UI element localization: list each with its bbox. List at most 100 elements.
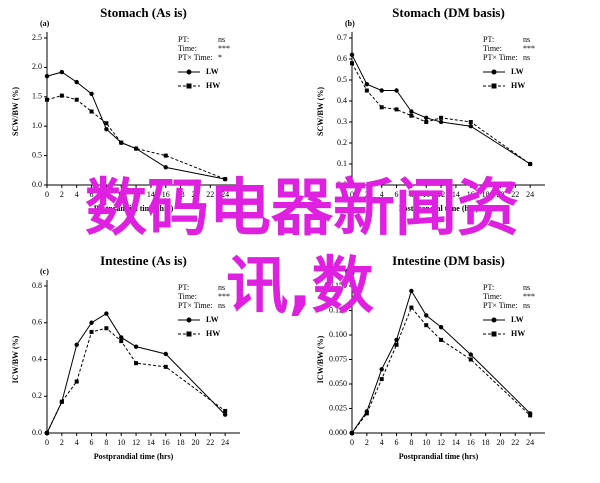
point [349,52,355,57]
x-tick-label: 4 [380,438,384,447]
stat-value: *** [218,44,230,53]
point [89,109,94,114]
stat-value: ns [523,35,530,44]
y-tick-label: 0.1 [337,159,347,168]
x-tick-label: 24 [221,190,229,199]
point [394,107,399,112]
x-tick-label: 24 [526,190,534,199]
point [424,313,429,318]
x-tick-label: 16 [162,190,170,199]
x-tick-label: 22 [511,438,519,447]
y-axis-label: ICW/BW (%) [316,335,325,383]
y-tick-label: 2.0 [32,62,42,71]
x-axis-label: Postprandial time (hrs) [94,452,174,461]
x-tick-label: 10 [117,190,125,199]
x-tick-label: 12 [437,438,445,447]
legend-marker [186,83,192,89]
panel-label: (d) [345,267,355,276]
x-tick-label: 24 [221,438,229,447]
x-tick-label: 14 [147,438,155,447]
panel-label: (c) [40,267,49,276]
stat-value: *** [218,292,230,301]
point [74,79,79,85]
x-axis-label: Postprandial time (hrs) [94,204,174,213]
stat-value: ns [523,53,530,62]
series-line [46,327,226,434]
y-tick-label: 0.075 [329,354,347,363]
y-tick-label: 0.150 [329,281,347,290]
point [59,399,64,404]
point [409,288,414,294]
legend-label: HW [511,81,525,90]
x-tick-label: 8 [104,438,108,447]
point [163,153,168,158]
x-tick-label: 16 [467,438,475,447]
point [424,120,429,124]
x-tick-label: 2 [60,190,64,199]
x-tick-label: 14 [452,438,460,447]
point [74,342,79,347]
point [394,342,399,347]
x-tick-label: 4 [75,190,79,199]
y-tick-label: 0.4 [32,354,42,363]
stat-label: Time: [178,44,197,53]
point [364,411,369,416]
x-tick-label: 20 [496,438,504,447]
x-tick-label: 22 [206,438,214,447]
point [119,335,124,340]
x-tick-label: 22 [206,190,214,199]
x-tick-label: 2 [365,438,369,447]
y-tick-label: 0.2 [337,138,347,147]
x-tick-label: 8 [409,190,413,199]
x-tick-label: 8 [409,438,413,447]
x-tick-label: 22 [511,190,519,199]
point [45,431,49,435]
legend-marker [186,69,192,75]
point [119,140,124,145]
series-line [351,54,531,165]
point [379,377,384,382]
x-tick-label: 18 [177,438,185,447]
point [468,357,473,362]
x-tick-label: 14 [452,190,460,199]
x-tick-label: 20 [191,438,199,447]
x-tick-label: 6 [90,438,94,447]
point [468,124,473,129]
point [364,88,369,93]
x-tick-label: 6 [395,190,399,199]
point [394,88,399,93]
point [468,120,473,124]
stat-label: PT: [483,283,494,292]
legend-label: HW [511,329,525,338]
x-tick-label: 0 [45,438,49,447]
y-tick-label: 0.125 [329,305,347,314]
stat-value: *** [523,44,535,53]
x-tick-label: 10 [422,438,430,447]
point [104,121,109,126]
point [364,82,370,87]
legend-label: LW [206,315,219,324]
x-tick-label: 0 [350,438,354,447]
stat-label: Time: [483,44,502,53]
panel-title: Stomach (DM basis) [392,5,505,20]
point [104,126,109,132]
y-tick-label: 0.2 [32,391,42,400]
point [163,165,168,170]
stat-label: PT× Time: [483,301,518,310]
point [424,323,429,328]
stat-label: PT: [178,283,189,292]
x-tick-label: 16 [467,190,475,199]
y-tick-label: 0.050 [329,379,347,388]
point [89,329,94,334]
point [528,162,533,166]
y-tick-label: 0.6 [337,54,347,63]
stat-label: PT× Time: [483,53,518,62]
x-tick-label: 8 [104,190,108,199]
point [394,337,399,343]
y-tick-label: 0.000 [329,428,347,437]
y-tick-label: 0.7 [337,33,347,42]
x-tick-label: 18 [482,438,490,447]
point [409,305,414,310]
point [89,91,94,97]
